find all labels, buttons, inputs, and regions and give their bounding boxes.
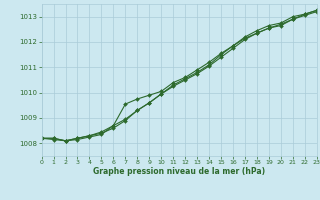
X-axis label: Graphe pression niveau de la mer (hPa): Graphe pression niveau de la mer (hPa) [93, 167, 265, 176]
